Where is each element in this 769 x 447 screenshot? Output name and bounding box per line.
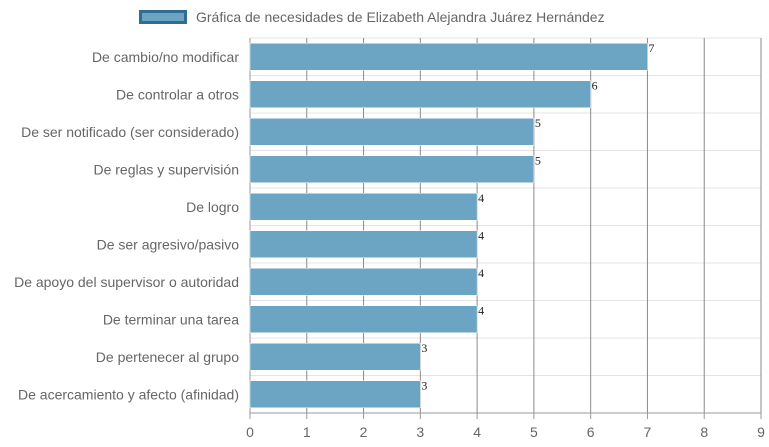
category-label: De cambio/no modificar (92, 49, 239, 65)
bar (249, 80, 591, 108)
data-label: 4 (478, 303, 484, 317)
bar (249, 43, 648, 71)
x-tick-label: 4 (473, 424, 481, 440)
x-tick-label: 8 (700, 424, 708, 440)
data-label: 4 (478, 266, 484, 280)
data-label: 4 (478, 228, 484, 242)
data-label: 4 (478, 191, 484, 205)
data-label: 5 (535, 116, 541, 130)
bar (249, 305, 478, 333)
x-tick-label: 5 (530, 424, 538, 440)
category-label: De acercamiento y afecto (afinidad) (18, 386, 239, 402)
bar (249, 230, 478, 258)
category-label: De controlar a otros (116, 86, 239, 102)
category-label: De reglas y supervisión (93, 161, 239, 177)
bar (249, 268, 478, 296)
category-label: De pertenecer al grupo (96, 349, 239, 365)
chart-legend[interactable]: Gráfica de necesidades de Elizabeth Alej… (0, 8, 769, 28)
bar (249, 343, 421, 371)
data-label: 5 (535, 153, 541, 167)
x-tick-label: 0 (246, 424, 254, 440)
data-label: 7 (648, 41, 654, 55)
bar (249, 380, 421, 408)
x-tick-label: 3 (416, 424, 424, 440)
x-tick-label: 9 (757, 424, 765, 440)
category-label: De ser agresivo/pasivo (97, 236, 240, 252)
category-label: De apoyo del supervisor o autoridad (14, 274, 239, 290)
x-tick-label: 1 (303, 424, 311, 440)
bar (249, 155, 535, 183)
data-label: 3 (421, 341, 427, 355)
legend-label: Gráfica de necesidades de Elizabeth Alej… (196, 9, 605, 25)
x-tick-label: 6 (587, 424, 595, 440)
category-label: De logro (186, 199, 239, 215)
data-label: 3 (421, 378, 427, 392)
data-label: 6 (592, 78, 598, 92)
bar (249, 193, 478, 221)
legend-swatch (139, 10, 187, 24)
category-label: De ser notificado (ser considerado) (21, 124, 239, 140)
category-label: De terminar una tarea (103, 311, 239, 327)
labels: 0 1 2 3 4 5 6 7 8 9 De cambio/no modificar 7 De cont… (14, 41, 765, 440)
bars (249, 43, 648, 408)
x-tick-label: 7 (644, 424, 652, 440)
x-tick-label: 2 (360, 424, 368, 440)
bar (249, 118, 535, 146)
